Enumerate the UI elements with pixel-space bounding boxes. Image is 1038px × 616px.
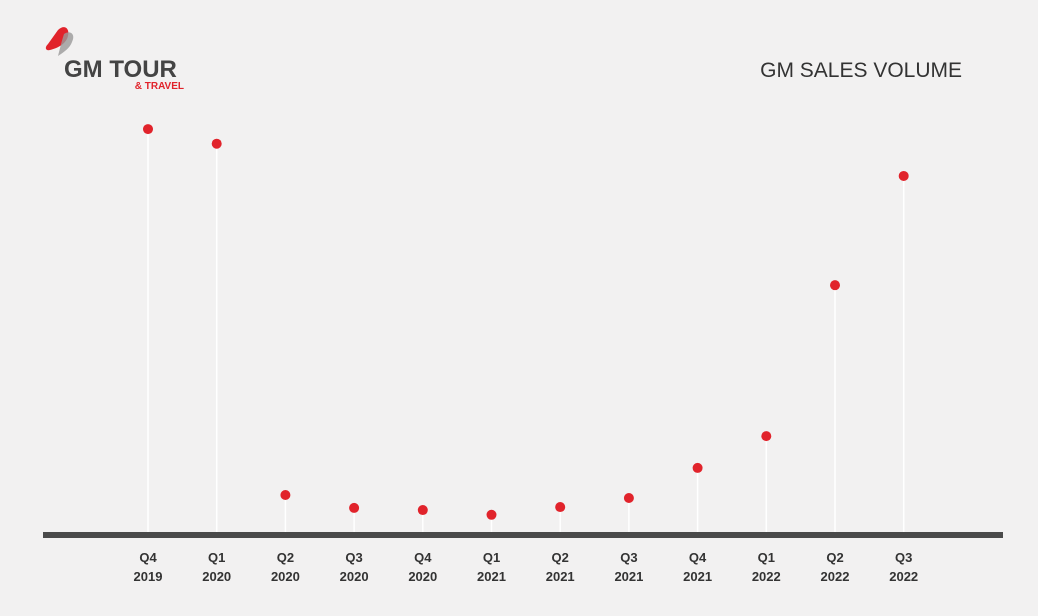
x-tick-label: Q4 (414, 550, 432, 565)
x-tick-label: Q2 (552, 550, 569, 565)
x-tick-label: Q4 (689, 550, 707, 565)
x-tick-label: 2020 (340, 569, 369, 584)
x-tick-label: 2021 (683, 569, 712, 584)
point (555, 502, 566, 513)
logo: GM TOUR & TRAVEL (45, 27, 184, 92)
x-tick-label: Q3 (345, 550, 362, 565)
x-tick-label: Q2 (277, 550, 294, 565)
x-tick-label: 2020 (202, 569, 231, 584)
x-tick-label: 2022 (889, 569, 918, 584)
x-tick-label: Q1 (208, 550, 225, 565)
point (486, 509, 497, 520)
plot-area: Q4 2019 Q1 2020 Q2 2020 Q3 2020 Q4 2020 Q1 2021 Q2 20… (43, 124, 1003, 584)
point (830, 280, 840, 291)
logo-tagline: & TRAVEL (135, 81, 184, 92)
logo-name: GM TOUR (64, 56, 177, 83)
x-tick-label: 2020 (271, 569, 300, 584)
x-tick-label: Q3 (620, 550, 637, 565)
point (280, 490, 291, 501)
point (349, 502, 360, 513)
x-tick-label: Q1 (483, 550, 500, 565)
point (211, 138, 222, 149)
point (898, 170, 909, 181)
x-tick-label: Q4 (139, 550, 157, 565)
x-axis (43, 532, 1003, 538)
logo-icon-shadow (58, 32, 74, 56)
point (761, 431, 772, 442)
x-tick-label: 2022 (821, 569, 850, 584)
x-tick-label: Q1 (758, 550, 775, 565)
point (417, 505, 428, 516)
x-tick-label: 2022 (752, 569, 781, 584)
x-tick-label: 2021 (477, 569, 506, 584)
logo-icon (45, 27, 69, 51)
x-tick-label: 2021 (546, 569, 575, 584)
x-tick-label: 2019 (134, 569, 163, 584)
x-tick-label: 2021 (614, 569, 643, 584)
x-tick-label: 2020 (408, 569, 437, 584)
x-tick-label: Q3 (895, 550, 912, 565)
point (143, 124, 153, 135)
point (692, 462, 703, 473)
x-tick-label: Q2 (826, 550, 843, 565)
point (623, 493, 634, 504)
chart-title: GM SALES VOLUME (760, 59, 962, 82)
